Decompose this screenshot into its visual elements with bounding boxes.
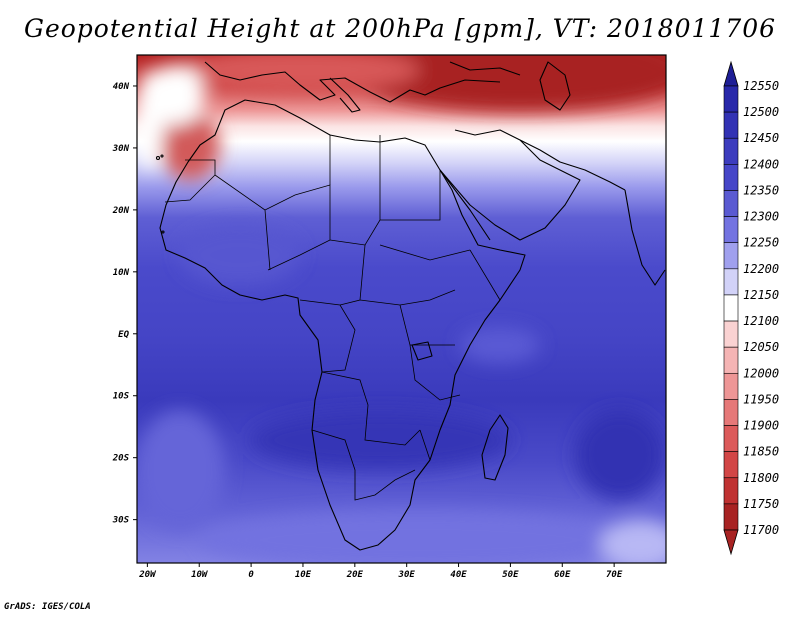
colorbar-swatch [723,164,739,191]
colorbar-label: 12100 [743,314,779,328]
colorbar-swatch [723,503,739,531]
lon-tick-label: 10W [191,570,209,580]
colorbar-swatch [723,111,739,139]
colorbar-swatch [723,216,739,244]
lat-tick-label: 20N [112,206,130,216]
lat-tick-label: 20S [112,454,130,464]
red-sea-coast [439,169,491,241]
black-sea-coast [449,61,521,76]
lon-tick-label: 70E [606,570,623,580]
colorbar-label: 12500 [743,105,779,119]
lon-tick-label: 60E [554,570,571,580]
coastlines [155,61,666,551]
europe-coastline [204,61,501,103]
colorbar-label: 12400 [743,157,779,171]
colorbar-swatch [723,372,739,400]
iran-coastline [519,139,626,191]
map-axes: 20W 10W 0 10E 20E 30E 40E 50E 60E 70E 40N 30N 20N 10N… [112,82,623,580]
italy-coast [329,77,361,113]
colorbar-label: 12000 [743,366,779,380]
colorbar-swatch [723,85,739,113]
lat-tick-label: EQ [118,330,129,340]
lat-tick-label: 30S [112,516,130,526]
country-borders [164,135,501,501]
colorbar-label: 12450 [743,131,779,145]
madagascar [481,414,509,481]
lon-tick-label: 40E [450,570,467,580]
colorbar-bottom-arrow [723,529,739,556]
caspian-coast [539,61,571,111]
colorbar-label: 12200 [743,262,779,276]
lon-tick-label: 0 [248,570,254,580]
arabia-coastline [439,129,581,241]
colorbar-label: 11750 [743,497,779,511]
grads-credit: GrADS: IGES/COLA [4,602,91,612]
map-field [137,55,666,563]
colorbar-label: 11900 [743,419,779,433]
colorbar-label: 12550 [743,79,779,93]
lon-tick-label: 50E [502,570,519,580]
colorbar-swatch [723,399,739,426]
colorbar-label: 11950 [743,392,779,406]
colorbar-label: 12350 [743,183,779,197]
lon-tick-label: 10E [295,570,312,580]
colorbar-swatch [723,346,739,374]
colorbar-swatch [723,320,739,348]
colorbar-label: 12300 [743,210,779,224]
colorbar-label: 12150 [743,288,779,302]
africa-coastline [159,99,526,551]
colorbar-label: 11800 [743,471,779,485]
lat-tick-label: 10N [113,268,130,278]
lat-tick-label: 40N [113,82,130,92]
lon-tick-label: 20W [138,570,157,580]
colorbar-swatch [723,451,739,479]
lat-tick-label: 10S [113,392,130,402]
map-frame [136,54,667,564]
colorbar-swatch [723,268,739,296]
map-title: Geopotential Height at 200hPa [gpm], VT:… [23,14,777,43]
lon-tick-label: 20E [346,570,364,580]
lake-victoria [411,341,433,361]
colorbar: 12550 12500 12450 12400 12350 12300 12250 12200… [723,60,779,556]
lon-tick-label: 30E [398,570,416,580]
colorbar-swatch [723,242,739,270]
colorbar-label: 11700 [743,523,779,537]
colorbar-swatch [723,425,739,452]
india-coastline [624,189,666,286]
lat-tick-label: 30N [112,144,130,154]
colorbar-swatch [723,294,739,322]
colorbar-top-arrow [723,60,739,87]
colorbar-label: 12250 [743,236,779,250]
colorbar-swatch [723,477,739,505]
colorbar-swatch [723,137,739,165]
colorbar-swatch [723,190,739,217]
colorbar-label: 12050 [743,340,779,354]
colorbar-label: 11850 [743,445,779,459]
